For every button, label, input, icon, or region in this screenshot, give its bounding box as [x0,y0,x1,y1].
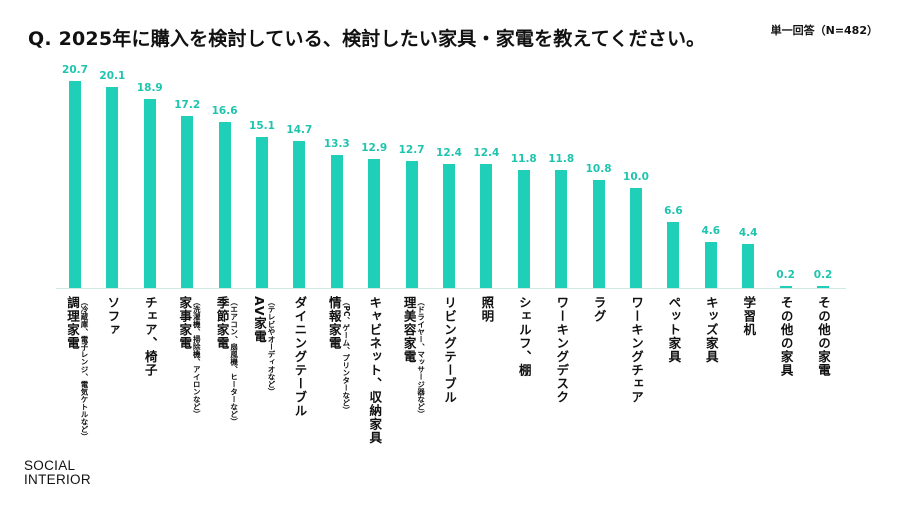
bar [592,180,605,288]
category-label: 季節家電 （エアコン、扇風機、ヒーターなど） [215,296,239,426]
category-label: キッズ家具 [703,296,719,364]
category-name: チェア、椅子 [142,296,158,377]
category-note: （テレビやオーディオなど） [267,298,276,396]
bar [181,116,194,288]
value-label: 0.2 [776,269,795,281]
bar [293,141,306,288]
category-label: その他の家具 [778,296,794,377]
bar [256,137,268,288]
logo: SOCIAL INTERIOR [24,459,91,487]
category-name: 調理家電 [65,296,80,350]
value-label: 4.6 [701,225,721,237]
bar [817,286,829,288]
value-label: 11.8 [510,153,537,165]
value-label: 12.9 [361,142,388,154]
value-label: 12.4 [436,147,462,159]
category-label: キャビネット、収納家具 [367,296,383,445]
value-label: 0.2 [813,269,833,281]
value-label: 18.9 [136,82,163,94]
category-label: ワーキングデスク [554,296,570,404]
category-name: 季節家電 [214,296,230,350]
category-name: AV家電 [252,296,267,344]
category-name: その他の家具 [778,296,794,377]
bar [106,87,119,288]
category-name: キャビネット、収納家具 [367,296,383,445]
value-label: 15.1 [249,120,275,132]
bar [143,99,156,288]
logo-line1: SOCIAL [24,458,76,473]
category-name: 情報家電 [326,296,342,350]
category-label: ラグ [591,296,607,323]
value-label: 12.4 [473,147,500,159]
bar [218,122,231,288]
category-name: その他の家電 [816,296,831,377]
bar [630,188,642,288]
category-note: （冷蔵庫、電子レンジ、電気ケトルなど） [80,298,89,441]
category-label: チェア、椅子 [142,296,158,377]
category-name: キッズ家具 [703,296,719,364]
category-label: AV家電 （テレビやオーディオなど） [252,296,276,396]
bar [555,170,568,288]
value-label: 20.1 [99,70,126,82]
sample-note: 単一回答（N=482） [770,24,878,37]
category-name: 理美容家電 [401,296,417,364]
category-name: ワーキングデスク [554,296,570,404]
category-label: 家事家電 （洗濯機、掃除機、アイロンなど） [177,296,201,418]
bar [517,170,530,288]
bar [443,164,455,288]
category-note: （ドライヤー、マッサージ器など） [416,298,426,418]
value-label: 4.4 [738,227,758,239]
category-name: 学習机 [741,296,757,337]
baseline [56,288,846,289]
value-label: 10.8 [585,163,612,175]
bar [667,222,680,288]
category-name: ワーキングチェア [629,296,644,404]
category-label: ダイニングテーブル [292,296,308,418]
bar [405,161,418,288]
category-name: ダイニングテーブル [292,296,308,418]
category-label: 調理家電 （冷蔵庫、電子レンジ、電気ケトルなど） [65,296,89,441]
category-name: リビングテーブル [442,296,457,404]
category-label: ワーキングチェア [629,296,644,404]
category-note: （エアコン、扇風機、ヒーターなど） [229,298,239,426]
value-label: 17.2 [174,99,201,111]
page-title: Q. 2025年に購入を検討している、検討したい家具・家電を教えてください。 [28,28,706,50]
category-name: ラグ [591,296,607,323]
category-label: 学習机 [741,296,757,337]
bar [330,155,343,288]
bar [704,242,717,288]
value-label: 12.7 [398,144,425,156]
value-label: 10.0 [623,171,649,183]
category-name: 家事家電 [177,296,193,350]
value-label: 6.6 [664,205,683,217]
value-label: 14.7 [286,124,313,136]
category-label: ソファ [105,296,121,337]
value-label: 11.8 [548,153,575,165]
bar [69,81,81,288]
category-name: 照明 [479,296,495,323]
bar [742,244,755,288]
category-label: シェルフ、棚 [516,296,532,377]
bar [779,286,792,288]
category-label: その他の家電 [816,296,831,377]
value-label: 16.6 [211,105,238,117]
category-name: ペット家具 [666,296,682,364]
category-label: リビングテーブル [442,296,457,404]
category-label: 理美容家電 （ドライヤー、マッサージ器など） [402,296,426,418]
category-name: シェルフ、棚 [516,296,532,377]
logo-line2: INTERIOR [24,472,91,487]
value-label: 13.3 [323,138,350,150]
category-name: ソファ [105,296,121,337]
category-note: （洗濯機、掃除機、アイロンなど） [192,298,202,418]
bar [368,159,381,288]
value-label: 20.7 [62,64,88,76]
bar [480,164,493,288]
category-label: 照明 [479,296,495,323]
category-note: （PC、ゲーム、プリンターなど） [341,298,351,415]
category-label: 情報家電 （PC、ゲーム、プリンターなど） [327,296,351,414]
category-label: ペット家具 [666,296,682,364]
